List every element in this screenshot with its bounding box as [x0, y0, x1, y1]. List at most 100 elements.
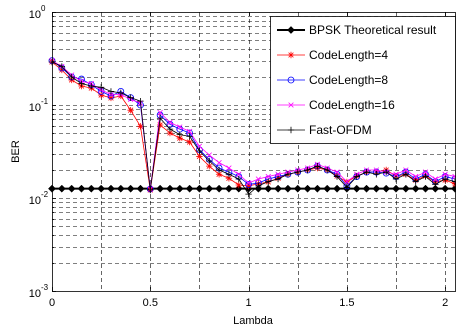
bpsk-theoretical-result-marker	[205, 184, 214, 193]
fast-ofdm-marker	[284, 171, 292, 178]
codelength-4-marker	[225, 175, 233, 182]
bpsk-theoretical-result-marker	[97, 184, 106, 193]
bpsk-theoretical-result-marker	[333, 184, 342, 193]
codelength-16-marker	[245, 180, 252, 186]
y-tick-label-base: 10	[29, 102, 41, 114]
series-layer	[48, 57, 456, 198]
fast-ofdm-marker	[88, 82, 95, 90]
legend-entry-codelength-16: CodeLength=16	[277, 98, 395, 112]
fast-ofdm-marker	[156, 115, 164, 122]
codelength-4-marker	[206, 162, 213, 170]
fast-ofdm-marker	[48, 58, 56, 66]
codelength-4-marker	[176, 134, 183, 142]
legend-label: BPSK Theoretical result	[309, 23, 437, 37]
legend-marker	[288, 102, 294, 108]
bpsk-theoretical-result-marker	[136, 184, 145, 193]
codelength-16-marker	[196, 143, 203, 149]
fast-ofdm-marker	[68, 73, 75, 81]
bpsk-theoretical-result-marker	[264, 184, 273, 193]
bpsk-theoretical-result-marker	[215, 184, 224, 193]
codelength-16-marker	[265, 173, 271, 180]
bpsk-theoretical-result-marker	[165, 184, 174, 193]
y-tick-label-base: 10	[29, 195, 41, 207]
fast-ofdm-marker	[147, 186, 154, 194]
codelength-16-marker	[186, 128, 193, 135]
y-tick-label-base: 10	[29, 9, 41, 21]
bpsk-theoretical-result-marker	[57, 184, 66, 193]
x-tick-label: 0.5	[143, 297, 158, 309]
codelength-16-marker	[373, 167, 380, 173]
fast-ofdm-marker	[324, 166, 331, 174]
bpsk-theoretical-result-marker	[372, 184, 381, 193]
bpsk-theoretical-result-marker	[303, 184, 312, 193]
fast-ofdm-marker	[127, 94, 134, 101]
codelength-16-marker	[216, 159, 222, 166]
bpsk-theoretical-result-series	[48, 184, 456, 193]
codelength-16-marker	[344, 178, 350, 185]
bpsk-theoretical-result-marker	[352, 184, 361, 193]
fast-ofdm-marker	[343, 184, 351, 191]
fast-ofdm-marker	[206, 157, 213, 165]
bpsk-theoretical-result-marker	[175, 184, 184, 193]
legend-marker	[287, 76, 295, 84]
bpsk-theoretical-result-marker	[411, 184, 420, 193]
fast-ofdm-marker	[166, 125, 174, 133]
legend: BPSK Theoretical result CodeLength=4 CodeL…	[270, 16, 456, 144]
fast-ofdm-marker	[235, 175, 242, 183]
y-tick-label: 10-1	[29, 97, 49, 114]
fast-ofdm-marker	[363, 168, 370, 176]
legend-marker	[287, 126, 295, 134]
fast-ofdm-marker	[294, 168, 301, 176]
bpsk-theoretical-result-marker	[283, 184, 292, 193]
bpsk-theoretical-result-marker	[392, 184, 400, 193]
codelength-16-marker	[177, 124, 183, 130]
fast-ofdm-marker	[117, 89, 125, 97]
y-tick-label-exponent: 0	[41, 4, 46, 13]
fast-ofdm-marker	[432, 181, 439, 188]
fast-ofdm-marker	[225, 171, 233, 178]
legend-box	[270, 16, 456, 144]
fast-ofdm-marker	[245, 190, 252, 198]
y-tick-label-exponent: -3	[41, 283, 49, 292]
bpsk-theoretical-result-marker	[156, 184, 165, 193]
codelength-16-marker	[432, 176, 439, 182]
x-tick-label: 1	[246, 297, 252, 309]
fast-ofdm-marker	[422, 173, 429, 180]
axis-ticks	[52, 12, 446, 292]
bpsk-theoretical-result-marker	[362, 184, 371, 193]
codelength-16-marker	[157, 109, 163, 116]
fast-ofdm-marker	[255, 182, 262, 190]
legend-label: CodeLength=16	[309, 98, 395, 112]
x-axis-label: Lambda	[233, 315, 274, 327]
bpsk-theoretical-result-marker	[293, 184, 302, 193]
codelength-4-marker	[97, 91, 105, 99]
legend-label: Fast-OFDM	[309, 123, 372, 137]
legend-marker	[287, 26, 295, 34]
bpsk-theoretical-result-marker	[382, 184, 391, 193]
y-tick-label-base: 10	[29, 288, 41, 300]
bpsk-theoretical-result-marker	[274, 184, 283, 193]
codelength-16-marker	[393, 171, 399, 177]
bpsk-theoretical-result-marker	[224, 184, 233, 193]
bpsk-theoretical-result-marker	[107, 184, 115, 193]
bpsk-theoretical-result-marker	[195, 184, 204, 193]
legend-label: CodeLength=4	[309, 48, 388, 62]
bpsk-theoretical-result-marker	[431, 184, 440, 193]
codelength-16-marker	[452, 173, 456, 180]
codelength-16-marker	[334, 169, 340, 175]
legend-entry-codelength-4: CodeLength=4	[277, 48, 388, 62]
codelength-16-marker	[275, 171, 281, 177]
fast-ofdm-marker	[441, 175, 449, 183]
codelength-16-marker	[236, 171, 242, 177]
fast-ofdm-marker	[78, 80, 85, 87]
codelength-4-marker	[215, 171, 223, 178]
fast-ofdm-marker	[451, 178, 456, 185]
codelength-4-marker	[107, 94, 115, 102]
bpsk-theoretical-result-marker	[77, 184, 86, 193]
fast-ofdm-marker	[196, 147, 203, 155]
codelength-4-marker	[186, 138, 193, 146]
legend-label: CodeLength=8	[309, 73, 388, 87]
fast-ofdm-marker	[314, 162, 321, 170]
fast-ofdm-marker	[353, 173, 360, 180]
